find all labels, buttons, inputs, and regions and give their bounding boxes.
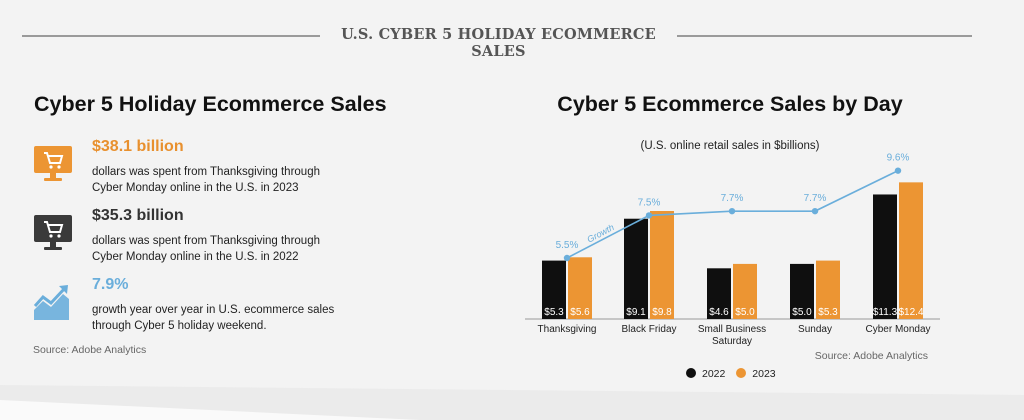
- growth-value-label: 9.6%: [887, 153, 910, 164]
- bar-value-label: $4.6: [709, 307, 729, 318]
- stat-value: $35.3 billion: [92, 207, 184, 224]
- bar-2022-4: [873, 194, 897, 319]
- growth-point: [894, 167, 902, 174]
- x-tick-label: Sunday: [798, 324, 832, 335]
- bar-value-label: $11.3: [873, 307, 898, 318]
- legend-label-2022: 2022: [702, 368, 726, 380]
- legend-swatch-2023: [736, 368, 747, 378]
- left-panel-title: Cyber 5 Holiday Ecommerce Sales: [34, 92, 387, 116]
- monitor-cart-icon: [34, 146, 72, 181]
- stat-value: 7.9%: [92, 276, 129, 293]
- monitor-cart-icon: [34, 215, 72, 250]
- x-tick-label: Small Business: [698, 324, 766, 335]
- bar-value-label: $5.6: [570, 307, 590, 318]
- bar-2022-3: [790, 263, 814, 319]
- growth-value-label: 7.7%: [804, 193, 827, 204]
- growth-point: [563, 254, 571, 262]
- bar-value-label: $5.0: [792, 307, 812, 318]
- legend-item-2022: 2022: [686, 368, 725, 380]
- growth-value-label: 7.7%: [721, 193, 744, 204]
- growth-point: [645, 212, 653, 219]
- bar-2023-3: [816, 260, 840, 319]
- x-tick-label: Thanksgiving: [538, 324, 597, 335]
- x-tick-label: Saturday: [712, 336, 752, 347]
- legend-label-2023: 2023: [752, 368, 776, 380]
- growth-line: [566, 169, 899, 259]
- bar-2023-4: [899, 182, 923, 319]
- bar-value-label: $5.0: [735, 307, 755, 318]
- legend-swatch-2022: [686, 368, 696, 378]
- bar-value-label: $9.1: [626, 307, 646, 318]
- growth-point: [728, 207, 736, 215]
- chart-title: Cyber 5 Ecommerce Sales by Day: [557, 92, 903, 116]
- bar-2022-0: [542, 260, 566, 319]
- stat-value: $38.1 billion: [92, 138, 184, 155]
- stat-description: dollars was spent from Thanksgiving thro…: [92, 166, 320, 194]
- legend-item-2023: 2023: [736, 368, 776, 380]
- page-banner: U.S. CYBER 5 HOLIDAY ECOMMERCE SALES: [22, 24, 972, 60]
- growth-value-label: 7.5%: [638, 197, 661, 208]
- x-tick-label: Black Friday: [621, 324, 676, 335]
- x-tick-label: Cyber Monday: [865, 324, 930, 335]
- growth-chart-icon: [33, 285, 69, 320]
- bar-2023-1: [650, 211, 674, 319]
- bar-2022-1: [624, 218, 648, 319]
- chart-subtitle: (U.S. online retail sales in $billions): [640, 140, 820, 152]
- growth-value-label: 5.5%: [556, 240, 579, 251]
- banner-title: U.S. CYBER 5 HOLIDAY ECOMMERCE SALES: [341, 26, 656, 60]
- banner-rule-right: [677, 35, 972, 37]
- bar-2023-2: [733, 263, 757, 319]
- bar-value-label: $12.4: [898, 307, 923, 318]
- banner-rule-left: [22, 35, 320, 37]
- chart-source-note: Source: Adobe Analytics: [814, 350, 928, 362]
- bar-2022-2: [707, 268, 731, 319]
- bar-value-label: $5.3: [818, 307, 838, 318]
- stat-description: growth year over year in U.S. ecommerce …: [92, 304, 335, 332]
- bar-value-label: $9.8: [652, 307, 672, 318]
- bar-value-label: $5.3: [544, 307, 564, 318]
- growth-point: [811, 207, 819, 215]
- stat-description: dollars was spent from Thanksgiving thro…: [92, 235, 320, 263]
- bar-2023-0: [568, 257, 592, 319]
- chart-legend: 2022 2023: [686, 368, 784, 380]
- left-source-note: Source: Adobe Analytics: [33, 344, 147, 356]
